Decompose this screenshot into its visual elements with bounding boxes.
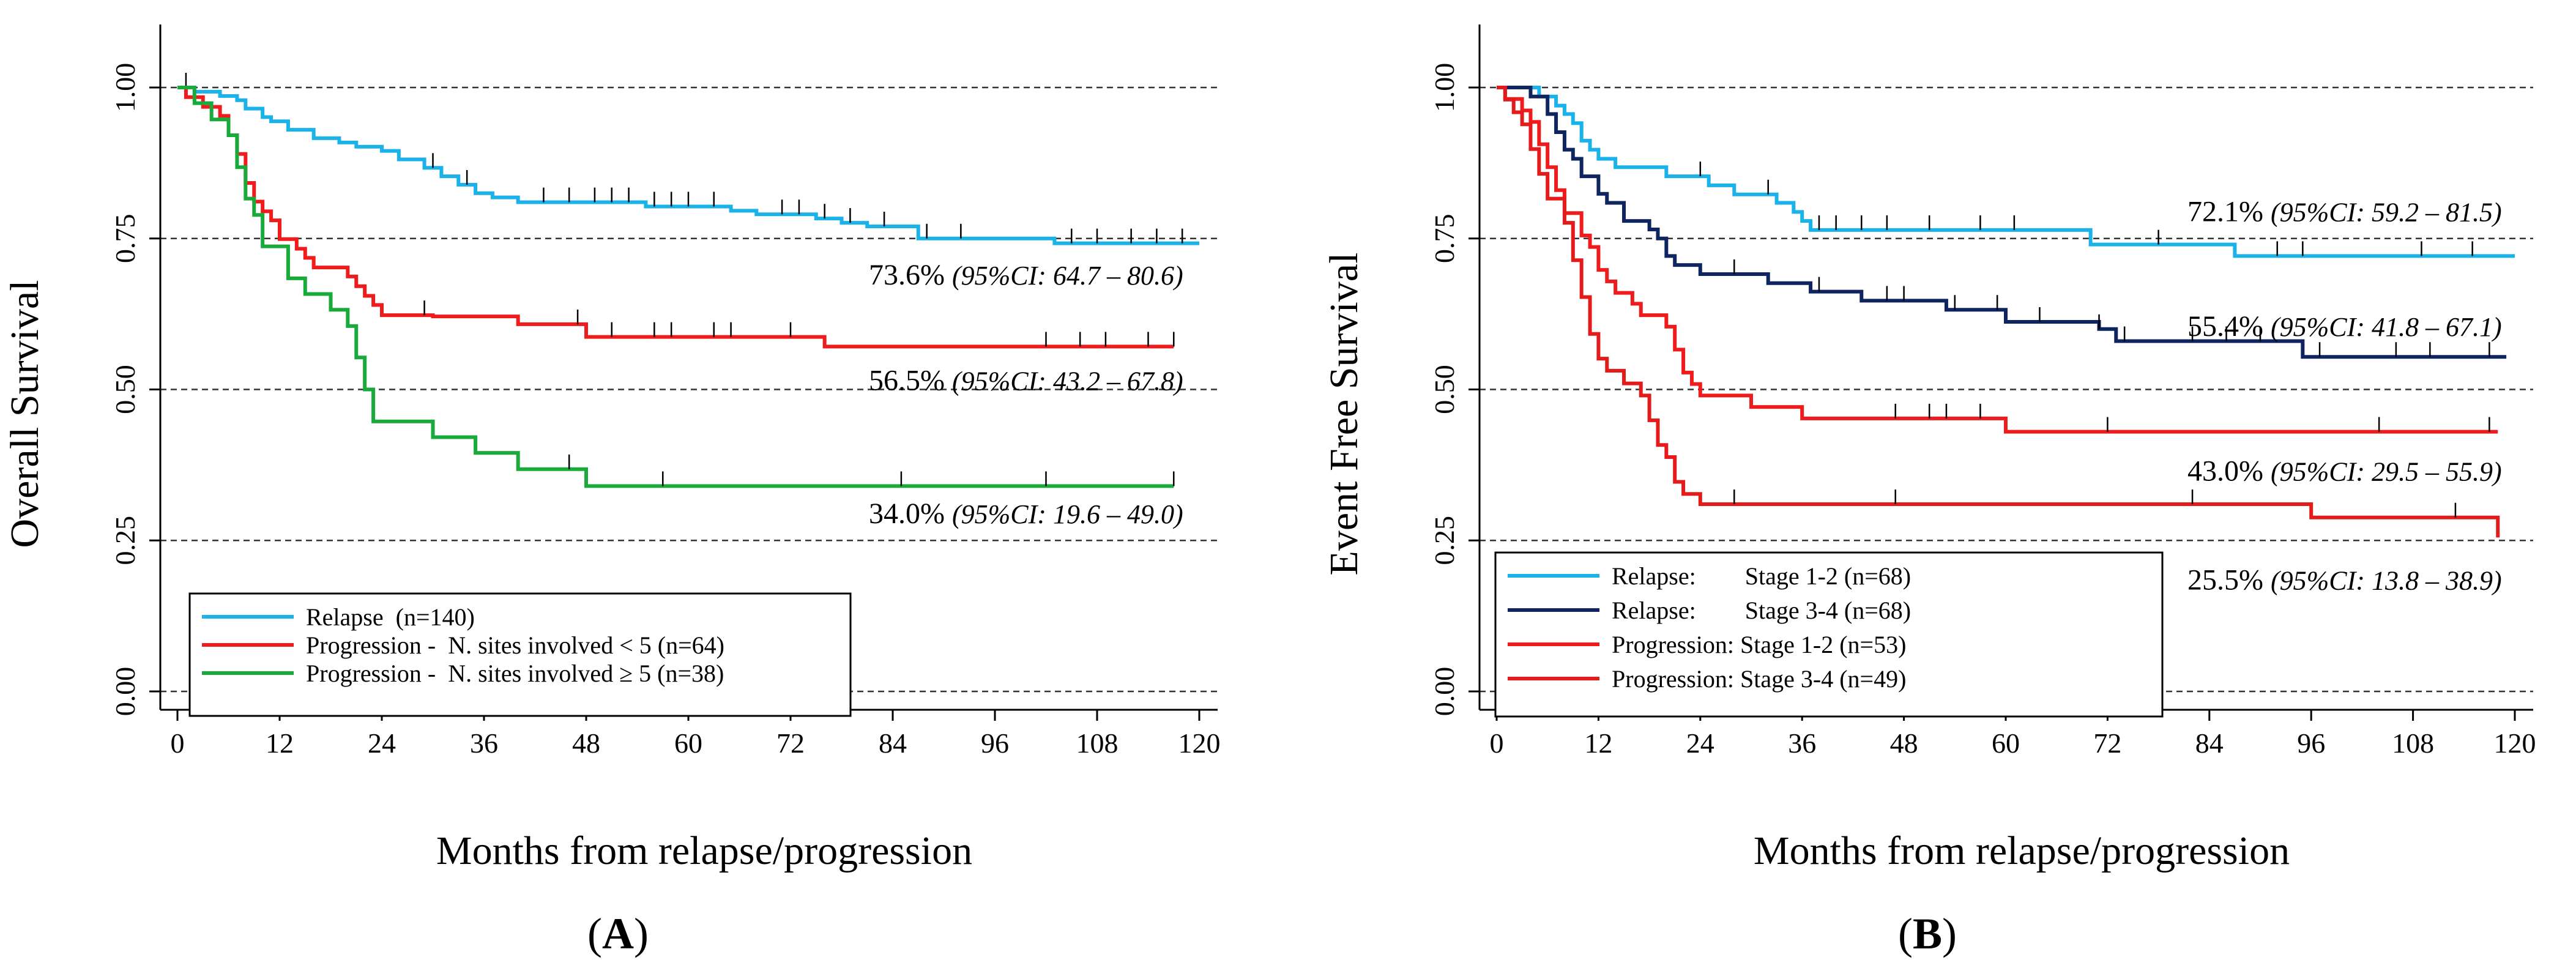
panel-b-x-tick-label-5: 60 xyxy=(1992,728,2020,759)
panel-a-x-tick-label-2: 24 xyxy=(368,728,396,759)
panel-a-y-tick-label-4: 1.00 xyxy=(110,63,141,113)
panel-a-legend-label-1: Progression - N. sites involved < 5 (n=6… xyxy=(306,631,724,659)
panel-a-x-tick-label-3: 36 xyxy=(470,728,498,759)
panel-b-series-2-line xyxy=(1497,86,2498,434)
panel-b-annotation-0-value: 72.1% xyxy=(2187,195,2271,228)
panel-b-x-tick-label-7: 84 xyxy=(2195,728,2224,759)
panel-a-annotation-1-value: 56.5% xyxy=(869,365,952,397)
panel-a-annotation-0-ci: (95%CI: 64.7 – 80.6) xyxy=(952,261,1183,291)
panel-a-x-tick-label-1: 12 xyxy=(266,728,294,759)
panel-b-x-tick-label-10: 120 xyxy=(2494,728,2536,759)
panel-b-annotation-0: 72.1% (95%CI: 59.2 – 81.5) xyxy=(2187,195,2502,228)
panel-a-label-close: ) xyxy=(634,909,649,958)
panel-b-x-tick-label-8: 96 xyxy=(2297,728,2325,759)
panel-a-series-2-line xyxy=(177,86,1174,488)
panel-b-y-tick-label-1: 0.25 xyxy=(1429,516,1460,565)
panel-a-annotation-1-ci: (95%CI: 43.2 – 67.8) xyxy=(952,367,1183,396)
panel-a-y-tick-label-3: 0.75 xyxy=(110,214,141,264)
panel-b-x-tick-label-4: 48 xyxy=(1890,728,1918,759)
panel-a-x-tick-label-6: 72 xyxy=(776,728,805,759)
panel-a-series-0-line xyxy=(177,86,1199,245)
panel-a-annotation-1: 56.5% (95%CI: 43.2 – 67.8) xyxy=(869,365,1183,397)
panel-b-label-letter: B xyxy=(1913,909,1942,958)
panel-a-label-open: ( xyxy=(587,909,602,958)
panel-b-annotation-2-value: 43.0% xyxy=(2187,455,2271,488)
panel-a-annotation-0: 73.6% (95%CI: 64.7 – 80.6) xyxy=(869,259,1183,291)
panel-a-chart: 0 12 24 36 48 60 72 84 96 108 120 0.00 0.25 0.50 0.75 1… xyxy=(2,24,1221,958)
panel-a-annotation-2-ci: (95%CI: 19.6 – 49.0) xyxy=(952,499,1183,529)
panel-b-annotation-2-ci: (95%CI: 29.5 – 55.9) xyxy=(2271,457,2502,487)
panel-a-x-tick-label-5: 60 xyxy=(674,728,702,759)
panel-b-label: (B) xyxy=(1898,909,1957,958)
panel-a-annotation-0-value: 73.6% xyxy=(869,259,952,291)
panel-b-annotation-3-value: 25.5% xyxy=(2187,564,2271,596)
panel-b-legend-label-2: Progression: Stage 1-2 (n=53) xyxy=(1612,631,1906,658)
panel-b-x-tick-label-3: 36 xyxy=(1788,728,1816,759)
panel-b-legend-label-3: Progression: Stage 3-4 (n=49) xyxy=(1612,665,1906,693)
panel-a-x-tick-label-10: 120 xyxy=(1178,728,1221,759)
panel-b-x-tick-label-9: 108 xyxy=(2392,728,2434,759)
panel-a-y-tick-label-0: 0.00 xyxy=(110,667,141,717)
panel-b-x-tick-label-1: 12 xyxy=(1584,728,1612,759)
panel-a-x-tick-label-8: 96 xyxy=(981,728,1009,759)
panel-b-annotation-0-ci: (95%CI: 59.2 – 81.5) xyxy=(2271,197,2502,227)
panel-a-y-axis-title: Overall Survival xyxy=(2,280,47,548)
panel-b-x-tick-label-0: 0 xyxy=(1490,728,1504,759)
panel-b-series-0-line xyxy=(1497,86,2515,258)
panel-a-annotation-2: 34.0% (95%CI: 19.6 – 49.0) xyxy=(869,497,1183,530)
panel-a-x-tick-label-4: 48 xyxy=(572,728,600,759)
panel-b-y-tick-label-4: 1.00 xyxy=(1429,63,1460,113)
panel-b-x-axis-title: Months from relapse/progression xyxy=(1754,828,2290,873)
panel-b-annotation-2: 43.0% (95%CI: 29.5 – 55.9) xyxy=(2187,455,2502,488)
panel-b-y-tick-label-2: 0.50 xyxy=(1429,365,1460,414)
panel-b-y-axis-title: Event Free Survival xyxy=(1322,253,1366,576)
panel-b-legend-label-0: Relapse: Stage 1-2 (n=68) xyxy=(1612,562,1911,590)
panel-b-y-tick-label-0: 0.00 xyxy=(1429,667,1460,717)
panel-a-x-tick-label-9: 108 xyxy=(1076,728,1119,759)
panel-b-annotation-1-ci: (95%CI: 41.8 – 67.1) xyxy=(2271,312,2502,342)
panel-b-annotation-1: 55.4% (95%CI: 41.8 – 67.1) xyxy=(2187,310,2502,343)
panel-b-series-3-line xyxy=(1497,86,2500,538)
panel-a-annotation-2-value: 34.0% xyxy=(869,497,952,530)
panel-a-x-axis-title: Months from relapse/progression xyxy=(436,828,972,873)
panel-a-legend-label-2: Progression - N. sites involved ≥ 5 (n=3… xyxy=(306,660,724,687)
panel-b-label-close: ) xyxy=(1942,909,1957,958)
panel-b-y-tick-label-3: 0.75 xyxy=(1429,214,1460,264)
panel-a-legend-box xyxy=(188,592,852,717)
panel-b-x-tick-label-2: 24 xyxy=(1686,728,1714,759)
panel-b-annotation-1-value: 55.4% xyxy=(2187,310,2271,343)
panel-b-annotation-3-ci: (95%CI: 13.8 – 38.9) xyxy=(2271,565,2502,595)
panel-a-series-1-line xyxy=(177,86,1174,349)
panel-b-annotation-3: 25.5% (95%CI: 13.8 – 38.9) xyxy=(2187,564,2502,596)
panel-b-series-1-line xyxy=(1497,86,2507,359)
panel-a-x-tick-label-7: 84 xyxy=(879,728,907,759)
panel-a-label-letter: A xyxy=(602,909,634,958)
panel-b-x-tick-label-6: 72 xyxy=(2093,728,2121,759)
panel-a-label: (A) xyxy=(587,909,649,958)
panel-a-y-tick-label-1: 0.25 xyxy=(110,516,141,565)
panel-b-legend-label-1: Relapse: Stage 3-4 (n=68) xyxy=(1612,597,1911,624)
panel-b-label-open: ( xyxy=(1898,909,1913,958)
panel-b-legend-box xyxy=(1494,551,2164,718)
panel-a-x-tick-label-0: 0 xyxy=(171,728,185,759)
panel-b-chart: 0 12 24 36 48 60 72 84 96 108 120 0.00 0.25 0.50 0.75 1… xyxy=(1322,24,2536,958)
panel-a-legend-label-0: Relapse (n=140) xyxy=(306,603,475,631)
panel-a-y-tick-label-2: 0.50 xyxy=(110,365,141,414)
